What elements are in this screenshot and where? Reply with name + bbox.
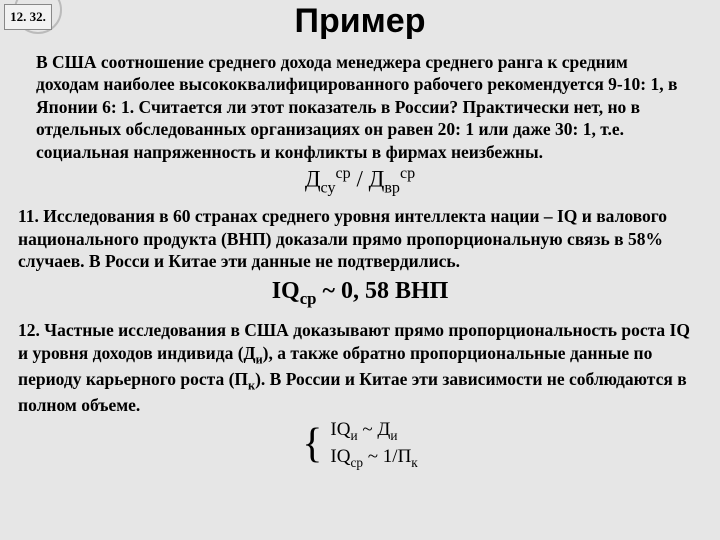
item-11-number: 11. (18, 206, 43, 226)
brace-line-2: IQср ~ 1/Пк (330, 445, 417, 471)
brace-content: IQи ~ Ди IQср ~ 1/Пк (330, 418, 417, 471)
item-11-text: Исследования в 60 странах среднего уровн… (18, 206, 667, 271)
item-12-text: Частные исследования в США доказывают пр… (18, 320, 690, 415)
brace-line-1: IQи ~ Ди (330, 418, 417, 444)
left-brace-icon: { (302, 426, 322, 464)
formula-ratio: Дсуср / Дврср (0, 163, 720, 205)
formula-brace-block: { IQи ~ Ди IQср ~ 1/Пк (0, 416, 720, 471)
page-title: Пример (0, 0, 720, 51)
item-12-number: 12. (18, 320, 44, 340)
slide-number: 12. 32. (10, 9, 46, 25)
formula-iq-gnp: IQср ~ 0, 58 ВНП (0, 272, 720, 319)
paragraph-intro: В США соотношение среднего дохода менедж… (0, 51, 720, 163)
item-11: 11. Исследования в 60 странах среднего у… (0, 205, 720, 272)
item-12: 12. Частные исследования в США доказываю… (0, 319, 720, 416)
slide-number-box: 12. 32. (4, 4, 52, 30)
